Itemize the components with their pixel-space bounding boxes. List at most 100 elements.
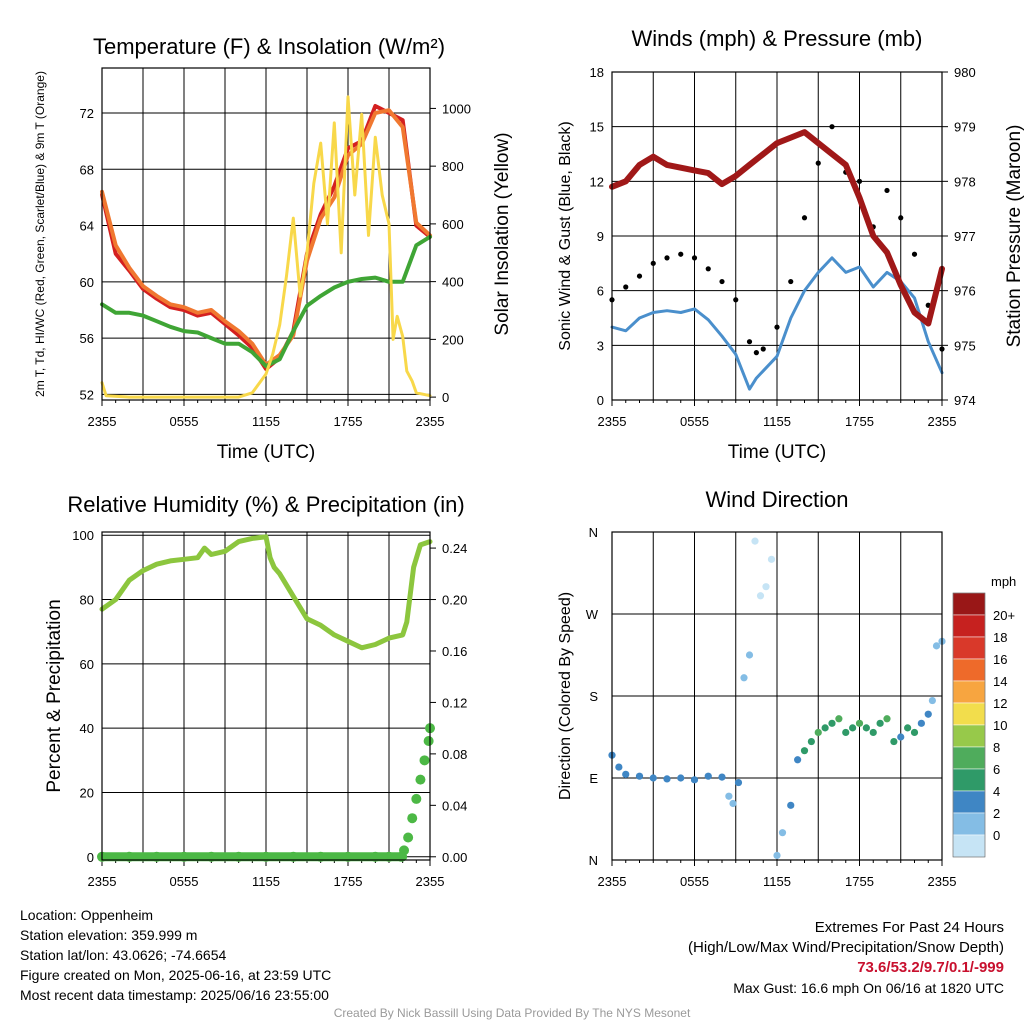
y-right-axis-label: Solar Insolation (Yellow) xyxy=(492,132,513,335)
x-tick-label: 0555 xyxy=(170,414,199,429)
plot-frame xyxy=(101,67,431,401)
y-right-tick-label: 0.20 xyxy=(442,593,467,608)
direction-point xyxy=(756,592,765,600)
y-right-tick-label: 977 xyxy=(954,229,976,244)
colorbar-swatch xyxy=(952,790,986,814)
gust-point xyxy=(788,278,794,285)
x-tick-label: 1155 xyxy=(763,874,791,889)
credit-text: Created By Nick Bassill Using Data Provi… xyxy=(333,1006,691,1020)
x-axis-label: Time (UTC) xyxy=(217,442,316,463)
colorbar-label: 6 xyxy=(993,762,1000,777)
direction-point xyxy=(862,724,870,732)
direction-point xyxy=(910,728,919,737)
solar-insolation-line xyxy=(100,95,432,399)
y-right-tick-label: 200 xyxy=(442,332,464,347)
y-tick-label: 9 xyxy=(597,229,604,244)
colorbar-label: 16 xyxy=(993,652,1007,667)
x-tick-label: 1755 xyxy=(845,874,874,889)
plot-frame xyxy=(101,531,431,861)
latlon-text: Station lat/lon: 43.0626; -74.6654 xyxy=(20,947,227,963)
winds-pressure-panel: 0 3 6 9 12 15 18 974 975 976 977 978 979 980 2355 0555 1… xyxy=(557,26,1024,463)
direction-point xyxy=(890,737,898,746)
direction-point xyxy=(745,651,754,659)
direction-point xyxy=(828,719,836,727)
colorbar-swatch xyxy=(952,614,986,638)
gust-point xyxy=(719,278,725,285)
direction-point xyxy=(904,724,912,732)
direction-point xyxy=(835,715,843,723)
y-tick-label: 20 xyxy=(80,785,94,800)
extremes-values: 73.6/53.2/9.7/0.1/-999 xyxy=(857,959,1004,976)
location-text: Location: Oppenheim xyxy=(20,907,154,923)
gust-point xyxy=(884,187,890,194)
x-tick-label: 0555 xyxy=(680,874,709,889)
precip-point xyxy=(407,813,418,824)
direction-point xyxy=(740,674,748,682)
created-text: Figure created on Mon, 2025-06-16, at 23… xyxy=(20,967,332,983)
direction-point xyxy=(928,696,936,705)
direction-point xyxy=(814,728,822,737)
colorbar-label: 18 xyxy=(993,630,1007,645)
y-right-tick-label: 979 xyxy=(954,120,976,135)
direction-point xyxy=(821,724,829,732)
direction-point xyxy=(787,801,795,809)
x-tick-label: 1155 xyxy=(763,414,791,429)
x-tick-label: 1155 xyxy=(252,874,280,889)
direction-point xyxy=(615,763,623,771)
gust-point xyxy=(856,178,863,184)
x-tick-label: 2355 xyxy=(88,414,117,429)
direction-point xyxy=(762,583,770,591)
direction-point xyxy=(773,851,781,860)
2m-td-line xyxy=(100,234,432,369)
x-axis-label: Time (UTC) xyxy=(728,442,827,463)
gust-point xyxy=(911,251,918,257)
gust-point xyxy=(691,255,698,261)
colorbar-label: 20+ xyxy=(993,608,1015,623)
y-tick-label: 52 xyxy=(80,387,94,402)
direction-point xyxy=(842,728,850,737)
x-tick-label: 1155 xyxy=(252,414,280,429)
y-axis-label: 2m T, Td, HI/WC (Red, Green, Scarlet/Blu… xyxy=(33,71,47,397)
y-tick-label: 64 xyxy=(80,219,94,234)
colorbar-swatch xyxy=(952,592,986,616)
y-tick-label: W xyxy=(586,607,599,622)
gust-point xyxy=(815,160,821,166)
extremes-title: Extremes For Past 24 Hours xyxy=(814,919,1004,936)
y-tick-label: 0 xyxy=(597,393,604,408)
y-tick-label: 60 xyxy=(80,275,94,290)
station-pressure-line xyxy=(609,129,945,327)
colorbar-label: 10 xyxy=(993,718,1007,733)
humidity-precipitation-panel: 0 20 40 60 80 100 0.00 0.04 0.08 0.12 0.16 0.20 0.24… xyxy=(44,492,467,889)
colorbar-label: 14 xyxy=(993,674,1007,689)
y-right-tick-label: 980 xyxy=(954,65,976,80)
gust-point xyxy=(623,284,629,290)
precip-point xyxy=(411,793,422,804)
x-tick-label: 2355 xyxy=(416,414,445,429)
y-right-tick-label: 0.08 xyxy=(442,747,467,762)
colorbar-swatch xyxy=(952,746,986,770)
panel-title: Relative Humidity (%) & Precipitation (i… xyxy=(67,492,464,517)
x-tick-label: 2355 xyxy=(416,874,445,889)
colorbar-unit: mph xyxy=(991,574,1016,589)
relative-humidity-line xyxy=(99,534,433,651)
y-right-tick-label: 0.00 xyxy=(442,850,467,865)
colorbar-label: 12 xyxy=(993,696,1007,711)
y-tick-label: 15 xyxy=(590,120,604,135)
direction-point xyxy=(807,737,815,746)
gust-point xyxy=(746,339,753,345)
gust-point xyxy=(760,346,766,352)
y-tick-label: 80 xyxy=(80,593,94,608)
2m-t-line xyxy=(100,104,432,372)
y-right-tick-label: 400 xyxy=(442,275,464,290)
panel-title: Wind Direction xyxy=(705,487,848,512)
colorbar-swatch xyxy=(952,658,986,682)
precip-point xyxy=(419,755,430,766)
y-tick-label: 18 xyxy=(590,65,604,80)
panel-title: Winds (mph) & Pressure (mb) xyxy=(632,26,923,51)
y-tick-label: 100 xyxy=(72,528,94,543)
y-tick-label: 6 xyxy=(597,284,604,299)
y-right-tick-label: 974 xyxy=(954,393,976,408)
y-tick-label: 68 xyxy=(80,162,94,177)
